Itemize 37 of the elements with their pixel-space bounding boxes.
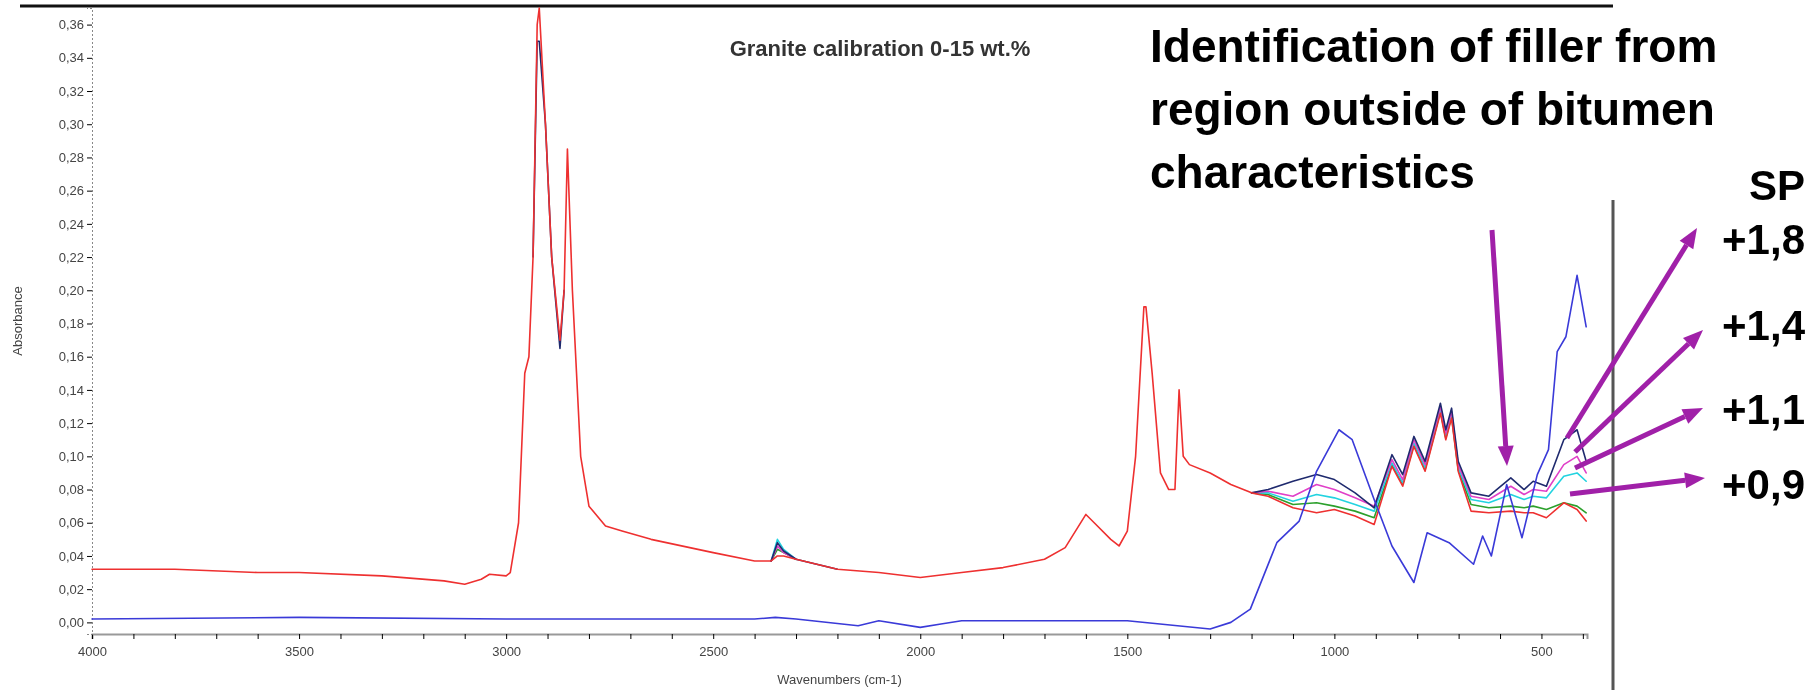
y-tick-label: 0,28: [58, 150, 84, 166]
x-tick-label: 2000: [906, 644, 936, 660]
y-tick-label: 0,10: [58, 448, 84, 464]
y-axis-title: Absorbance: [10, 286, 25, 356]
y-tick-label: 0,02: [58, 581, 84, 597]
y-tick-label: 0,32: [58, 83, 84, 99]
y-tick-label: 0,04: [58, 548, 84, 564]
text: +1,1: [1722, 386, 1805, 433]
y-tick-label: 0,20: [58, 282, 84, 298]
y-tick-label: 0,16: [58, 349, 84, 365]
text: +1,4: [1722, 302, 1806, 349]
x-tick-label: 2500: [699, 644, 729, 660]
text: SP: [1748, 162, 1805, 209]
y-tick-label: 0,06: [58, 515, 84, 531]
line-series: [91, 274, 1587, 630]
x-tick-label: 1500: [1113, 644, 1143, 660]
x-tick-label: 4000: [78, 644, 107, 660]
text: +1,8: [1722, 216, 1805, 263]
x-tick-label: 3000: [492, 644, 522, 660]
y-tick-label: 0,14: [58, 382, 84, 398]
annotation: Identification of filler from region outside of bitumen characteristics: [1150, 20, 1718, 198]
x-tick-label: 1000: [1320, 644, 1350, 660]
x-tick-label: 3500: [285, 644, 315, 660]
y-tick-label: 0,12: [58, 415, 84, 431]
y-tick-label: 0,00: [58, 615, 84, 631]
text: Granite calibration 0-15 wt.%: [729, 36, 1031, 61]
y-tick-label: 0,36: [58, 17, 84, 33]
text: +0,9: [1722, 461, 1805, 508]
x-axis-title: Wavenumbers (cm-1): [777, 672, 902, 687]
x-tick-label: 500: [1531, 644, 1553, 660]
y-tick-label: 0,18: [58, 316, 84, 332]
y-tick-label: 0,34: [58, 50, 84, 66]
y-tick-label: 0,30: [58, 116, 84, 132]
y-tick-label: 0,24: [58, 216, 84, 232]
y-tick-label: 0,08: [58, 482, 84, 498]
y-tick-label: 0,22: [58, 249, 84, 265]
y-tick-label: 0,26: [58, 183, 84, 199]
